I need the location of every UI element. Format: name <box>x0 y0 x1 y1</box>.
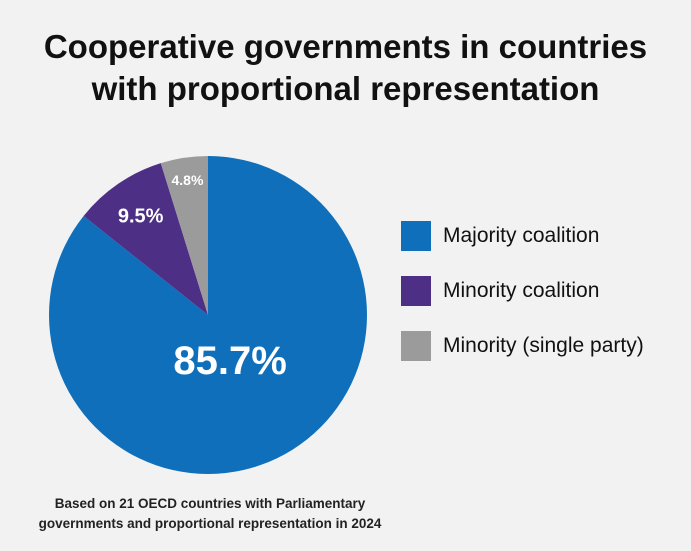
footnote-line-1: Based on 21 OECD countries with Parliame… <box>54 496 366 511</box>
chart-title: Cooperative governments in countries wit… <box>0 26 691 110</box>
pie-label-minority-coalition: 9.5% <box>118 206 164 228</box>
legend-label-majority-coalition: Majority coalition <box>443 224 600 247</box>
legend: Majority coalition Minority coalition Mi… <box>401 218 644 383</box>
legend-item-minority-coalition: Minority coalition <box>401 273 644 309</box>
pie-label-majority-coalition: 85.7% <box>173 339 286 383</box>
chart-title-line-1: Cooperative governments in countries <box>43 28 648 65</box>
legend-item-minority-single-party: Minority (single party) <box>401 328 644 364</box>
pie-slice-minority-coalition <box>83 163 208 315</box>
pie-slice-minority-single-party <box>160 156 208 315</box>
chart-title-line-2: with proportional representation <box>91 70 600 107</box>
footnote-line-2: governments and proportional representat… <box>38 516 382 531</box>
legend-item-majority-coalition: Majority coalition <box>401 218 644 254</box>
legend-swatch-minority-single-party <box>401 331 431 361</box>
legend-label-minority-coalition: Minority coalition <box>443 279 600 302</box>
legend-swatch-minority-coalition <box>401 276 431 306</box>
legend-label-minority-single-party: Minority (single party) <box>443 334 644 357</box>
pie-label-minority-single-party: 4.8% <box>171 172 203 188</box>
legend-swatch-majority-coalition <box>401 221 431 251</box>
pie-slice-majority-coalition <box>48 156 367 474</box>
footnote: Based on 21 OECD countries with Parliame… <box>0 494 420 534</box>
